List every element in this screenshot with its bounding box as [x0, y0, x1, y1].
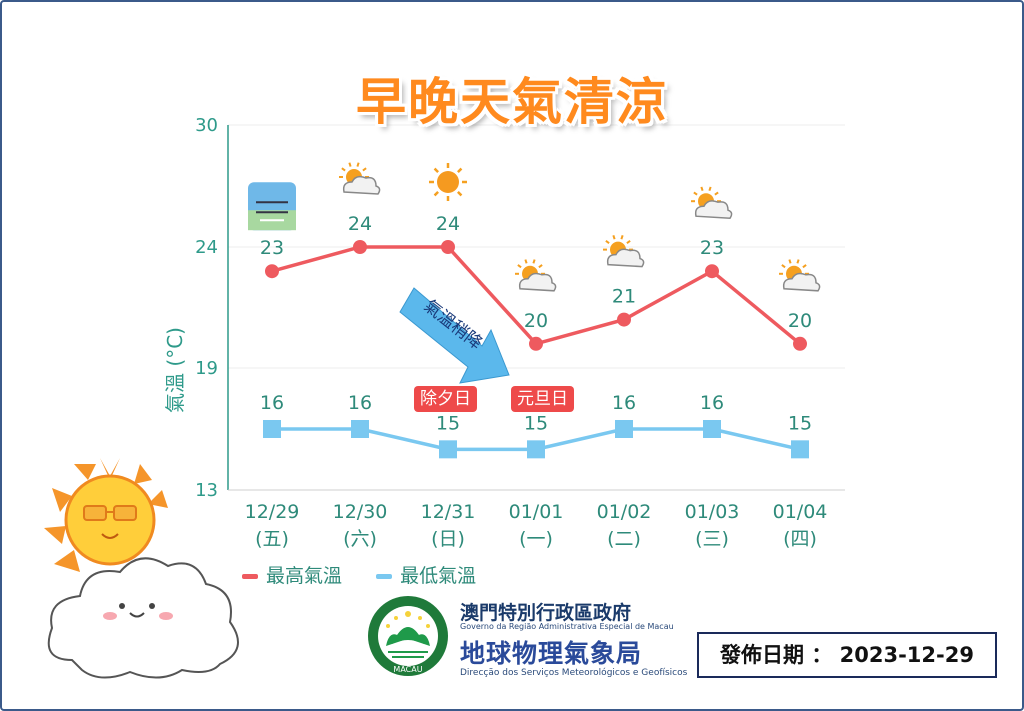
data-label: 16 — [348, 392, 372, 414]
data-label: 23 — [700, 237, 724, 259]
data-label: 15 — [524, 412, 548, 434]
partly-cloudy-icon — [691, 186, 733, 219]
sun-cloud-mascot — [44, 458, 239, 679]
data-label: 16 — [612, 392, 636, 414]
y-axis-label: 氣溫 (°C) — [163, 327, 187, 413]
data-label: 21 — [612, 286, 636, 308]
bureau-name: 地球物理氣象局 — [460, 639, 643, 668]
page-title: 早晚天氣清涼 — [356, 73, 668, 131]
legend-item-high: 最高氣溫 — [242, 561, 342, 588]
x-tick-weekday: (六) — [343, 528, 377, 550]
cooling-arrow: 氣溫稍降 — [399, 287, 510, 384]
data-label: 15 — [788, 412, 812, 434]
legend-label-low: 最低氣溫 — [400, 565, 477, 587]
issue-date: 發佈日期 ： 2023-12-29 — [697, 632, 997, 678]
y-tick-label: 30 — [195, 115, 218, 136]
data-label: 24 — [436, 213, 460, 235]
chart-legend: 最高氣溫 最低氣溫 — [242, 561, 504, 588]
x-tick-label: 12/29 — [245, 501, 300, 523]
x-tick-weekday: (五) — [255, 528, 289, 550]
legend-label-high: 最高氣溫 — [266, 565, 343, 587]
new-years-day-badge: 元旦日 — [511, 386, 574, 412]
partly-cloudy-icon — [779, 259, 821, 292]
data-label: 24 — [348, 213, 372, 235]
y-tick-label: 19 — [195, 358, 218, 379]
data-point-low — [703, 420, 721, 438]
data-label: 16 — [700, 392, 724, 414]
data-point-low — [527, 440, 545, 459]
y-tick-label: 24 — [195, 237, 218, 258]
sunny-icon — [429, 163, 467, 201]
data-point-low — [791, 440, 809, 459]
data-point-high — [353, 240, 367, 254]
government-name: 澳門特別行政區政府 — [460, 602, 632, 624]
x-tick-weekday: (日) — [431, 528, 465, 550]
haze-icon — [248, 182, 296, 231]
data-point-high — [617, 312, 631, 327]
x-tick-weekday: (三) — [695, 528, 729, 550]
x-tick-weekday: (四) — [783, 528, 817, 550]
legend-item-low: 最低氣溫 — [376, 561, 476, 588]
data-point-high — [793, 336, 807, 351]
government-name-pt: Governo da Região Administrativa Especia… — [460, 622, 674, 631]
macau-emblem: MACAU — [368, 596, 448, 676]
data-label: 15 — [436, 412, 460, 434]
data-point-high — [441, 240, 455, 254]
data-point-high — [529, 336, 543, 351]
x-tick-label: 12/31 — [421, 501, 476, 523]
chart-grid — [228, 124, 845, 491]
x-tick-weekday: (一) — [519, 528, 553, 550]
data-point-low — [439, 440, 457, 459]
partly-cloudy-icon — [515, 259, 557, 292]
x-tick-label: 01/02 — [597, 501, 652, 523]
data-point-high — [705, 264, 719, 279]
x-tick-label: 01/03 — [685, 501, 740, 523]
emblem-text: MACAU — [393, 665, 422, 674]
x-tick-label: 01/04 — [773, 501, 828, 523]
partly-cloudy-icon — [339, 162, 381, 195]
bureau-name-pt: Direcção dos Serviços Meteorológicos e G… — [460, 668, 688, 678]
new-years-eve-badge: 除夕日 — [414, 386, 477, 412]
data-label: 16 — [260, 392, 284, 414]
data-point-high — [265, 264, 279, 279]
data-point-low — [263, 420, 281, 438]
partly-cloudy-icon — [603, 235, 645, 268]
data-point-low — [351, 420, 369, 438]
x-tick-label: 01/01 — [509, 501, 564, 523]
x-tick-label: 12/30 — [333, 501, 388, 523]
x-tick-weekday: (二) — [607, 528, 641, 550]
data-label: 20 — [524, 310, 548, 332]
data-label: 23 — [260, 237, 284, 259]
y-tick-label: 13 — [195, 480, 218, 501]
data-point-low — [615, 420, 633, 438]
data-label: 20 — [788, 310, 812, 332]
